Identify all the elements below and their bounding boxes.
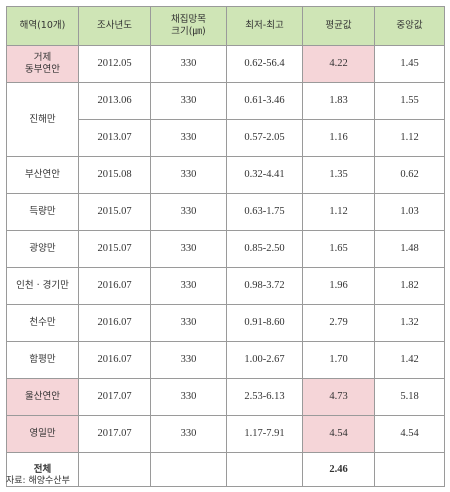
cell-median: 1.82 [374, 267, 445, 305]
table-row: 진해만 2013.06 330 0.61-3.46 1.83 1.55 [6, 82, 445, 157]
cell-median: 4.54 [374, 415, 445, 453]
cell-year: 2016.07 [78, 304, 151, 342]
cell-range: 2.53-6.13 [226, 378, 303, 416]
table-row: 함평만 2016.07 330 1.00-2.67 1.70 1.42 [6, 341, 445, 379]
cell-year: 2015.07 [78, 230, 151, 268]
total-year [78, 452, 151, 487]
total-range [226, 452, 303, 487]
cell-region: 진해만 [6, 82, 79, 157]
cell-year: 2017.07 [78, 415, 151, 453]
cell-mean: 1.96 [302, 267, 375, 305]
cell-range: 1.17-7.91 [226, 415, 303, 453]
cell-region: 득량만 [6, 193, 79, 231]
cell-region: 천수만 [6, 304, 79, 342]
header-range: 최저-최고 [226, 6, 303, 46]
cell-mesh: 330 [150, 156, 227, 194]
cell-mean: 1.65 [302, 230, 375, 268]
cell-mesh: 330 [150, 230, 227, 268]
cell-range: 0.32-4.41 [226, 156, 303, 194]
header-mean: 평균값 [302, 6, 375, 46]
header-region: 해역(10개) [6, 6, 79, 46]
cell-year: 2013.07 [78, 119, 151, 157]
total-row: 전체 2.46 [6, 452, 445, 487]
cell-mean: 4.22 [302, 45, 375, 83]
cell-mesh: 330 [150, 45, 227, 83]
cell-median: 1.42 [374, 341, 445, 379]
header-mesh: 채집망목 크기(㎛) [150, 6, 227, 46]
cell-mean: 4.73 [302, 378, 375, 416]
cell-year: 2012.05 [78, 45, 151, 83]
cell-mean: 1.83 [302, 82, 375, 120]
cell-mesh: 330 [150, 304, 227, 342]
cell-range: 0.63-1.75 [226, 193, 303, 231]
cell-region: 거제 동부연안 [6, 45, 79, 83]
cell-mean: 1.12 [302, 193, 375, 231]
total-mean: 2.46 [302, 452, 375, 487]
table-body: 거제 동부연안 2012.05 330 0.62-56.4 4.22 1.45 진해만 201… [6, 45, 445, 487]
cell-mean: 1.35 [302, 156, 375, 194]
data-table-wrapper: 해역(10개) 조사년도 채집망목 크기(㎛) 최저-최고 평균값 중앙값 거제… [6, 6, 445, 487]
cell-range: 0.91-8.60 [226, 304, 303, 342]
cell-range: 0.61-3.46 [226, 82, 303, 120]
microplastic-table: 해역(10개) 조사년도 채집망목 크기(㎛) 최저-최고 평균값 중앙값 거제… [6, 6, 445, 487]
table-row: 울산연안 2017.07 330 2.53-6.13 4.73 5.18 [6, 378, 445, 416]
cell-year: 2015.08 [78, 156, 151, 194]
cell-range: 1.00-2.67 [226, 341, 303, 379]
cell-median: 1.32 [374, 304, 445, 342]
cell-region: 인천 · 경기만 [6, 267, 79, 305]
table-row: 인천 · 경기만 2016.07 330 0.98-3.72 1.96 1.82 [6, 267, 445, 305]
cell-median: 1.48 [374, 230, 445, 268]
header-row: 해역(10개) 조사년도 채집망목 크기(㎛) 최저-최고 평균값 중앙값 [6, 6, 445, 46]
source-note: 자료: 해양수산부 [6, 476, 70, 486]
total-mesh [150, 452, 227, 487]
total-median [374, 452, 445, 487]
cell-year: 2017.07 [78, 378, 151, 416]
table-row: 부산연안 2015.08 330 0.32-4.41 1.35 0.62 [6, 156, 445, 194]
header-median: 중앙값 [374, 6, 445, 46]
cell-range: 0.57-2.05 [226, 119, 303, 157]
table-row: 득량만 2015.07 330 0.63-1.75 1.12 1.03 [6, 193, 445, 231]
cell-year: 2016.07 [78, 267, 151, 305]
cell-region: 영일만 [6, 415, 79, 453]
cell-median: 1.12 [374, 119, 445, 157]
cell-year: 2015.07 [78, 193, 151, 231]
total-label: 전체 [6, 452, 79, 487]
table-row: 영일만 2017.07 330 1.17-7.91 4.54 4.54 [6, 415, 445, 453]
cell-median: 1.55 [374, 82, 445, 120]
cell-region: 함평만 [6, 341, 79, 379]
table-row: 천수만 2016.07 330 0.91-8.60 2.79 1.32 [6, 304, 445, 342]
header-year: 조사년도 [78, 6, 151, 46]
cell-region: 부산연안 [6, 156, 79, 194]
table-row: 광양만 2015.07 330 0.85-2.50 1.65 1.48 [6, 230, 445, 268]
cell-mesh: 330 [150, 378, 227, 416]
cell-mean: 4.54 [302, 415, 375, 453]
cell-median: 1.45 [374, 45, 445, 83]
cell-year: 2016.07 [78, 341, 151, 379]
cell-mesh: 330 [150, 415, 227, 453]
cell-year: 2013.06 [78, 82, 151, 120]
cell-mean: 1.70 [302, 341, 375, 379]
table-row: 2013.07 330 0.57-2.05 1.16 1.12 [7, 119, 445, 157]
table-row: 거제 동부연안 2012.05 330 0.62-56.4 4.22 1.45 [6, 45, 445, 83]
cell-mesh: 330 [150, 341, 227, 379]
cell-range: 0.85-2.50 [226, 230, 303, 268]
cell-range: 0.62-56.4 [226, 45, 303, 83]
cell-mesh: 330 [150, 193, 227, 231]
cell-range: 0.98-3.72 [226, 267, 303, 305]
cell-median: 1.03 [374, 193, 445, 231]
cell-region: 광양만 [6, 230, 79, 268]
cell-median: 0.62 [374, 156, 445, 194]
cell-median: 5.18 [374, 378, 445, 416]
cell-mean: 2.79 [302, 304, 375, 342]
cell-region: 울산연안 [6, 378, 79, 416]
cell-mesh: 330 [150, 82, 227, 120]
cell-mesh: 330 [150, 119, 227, 157]
cell-mesh: 330 [150, 267, 227, 305]
cell-mean: 1.16 [302, 119, 375, 157]
